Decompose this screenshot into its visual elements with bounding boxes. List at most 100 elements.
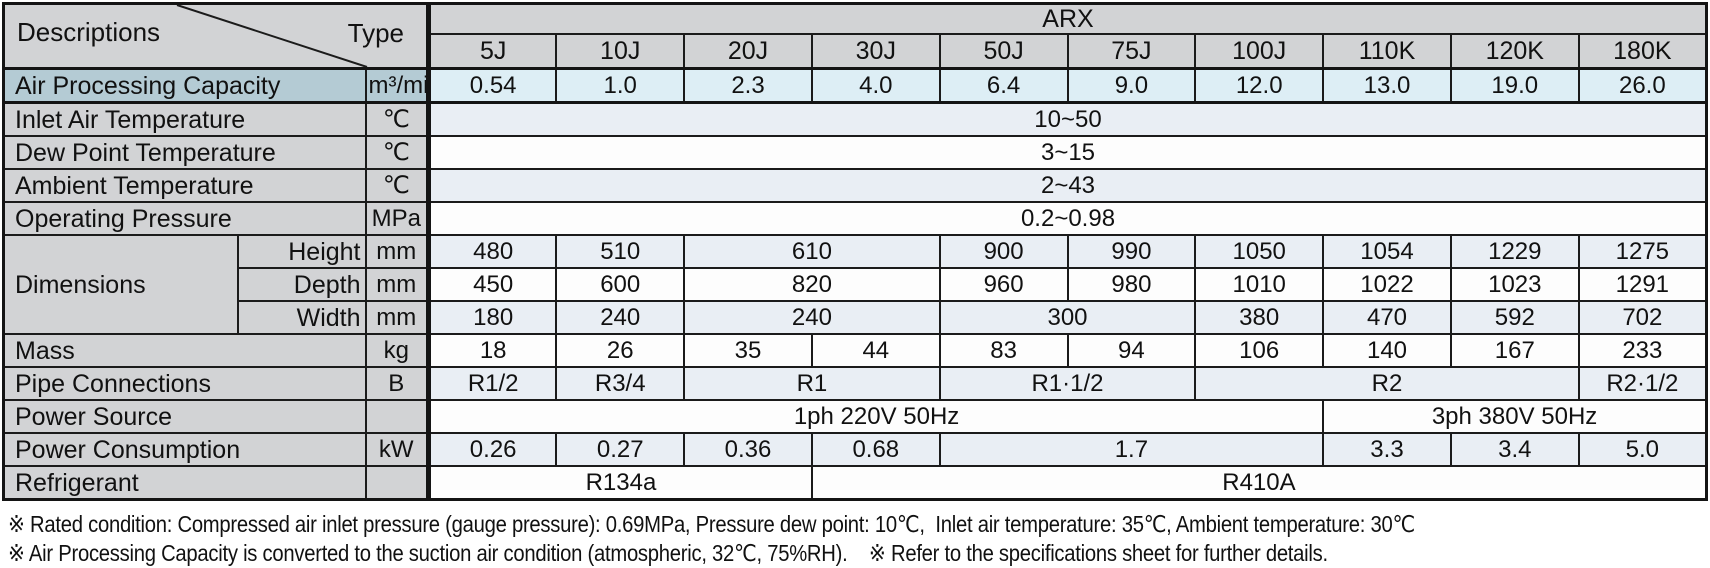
value-cell: 83	[938, 333, 1069, 369]
value-cell: 1010	[1194, 267, 1325, 303]
value-cell: 960	[938, 267, 1069, 303]
value-cell: 1.7	[938, 432, 1325, 468]
row-inlet-air-temperature: Inlet Air Temperature ℃ 10~50	[2, 101, 1708, 138]
row-label: Mass	[2, 333, 367, 369]
value-cell: 18	[427, 333, 558, 369]
footnotes: ※ Rated condition: Compressed air inlet …	[2, 510, 1710, 568]
value-cell: 4.0	[810, 67, 941, 105]
value-cell: R410A	[810, 465, 1708, 501]
row-unit: kg	[364, 333, 432, 369]
value-cell: 470	[1322, 300, 1452, 336]
model-header-10j: 10J	[555, 33, 686, 71]
value-cell: 12.0	[1194, 67, 1325, 105]
value-cell: 3ph 380V 50Hz	[1322, 399, 1708, 435]
value-cell: 26	[555, 333, 686, 369]
value-cell: 610	[683, 234, 941, 270]
row-label: Refrigerant	[2, 465, 367, 501]
value-cell: R2·1/2	[1577, 366, 1708, 402]
model-header-row: 5J 10J 20J 30J 50J 75J 100J 110K 120K 18…	[4, 33, 1708, 71]
row-power-source: Power Source 1ph 220V 50Hz 3ph 380V 50Hz	[2, 399, 1708, 435]
value-cell: 600	[555, 267, 686, 303]
row-label: Dew Point Temperature	[2, 135, 367, 171]
value-cell: 900	[938, 234, 1069, 270]
value-cell: R1·1/2	[938, 366, 1197, 402]
model-header-100j: 100J	[1194, 33, 1325, 71]
value-cell: 3~15	[427, 135, 1708, 171]
dimensions-label: Dimensions	[2, 234, 239, 336]
value-cell: 980	[1066, 267, 1197, 303]
row-unit: ℃	[364, 135, 432, 171]
value-cell: 1275	[1577, 234, 1708, 270]
value-cell: 380	[1194, 300, 1325, 336]
row-mass: Mass kg 18 26 35 44 83 94 106 140 167 23…	[2, 333, 1708, 369]
row-unit: kW	[364, 432, 432, 468]
row-label: Power Consumption	[2, 432, 367, 468]
value-cell: 180	[427, 300, 558, 336]
value-cell: 450	[427, 267, 558, 303]
value-cell: 1054	[1322, 234, 1452, 270]
value-cell: 19.0	[1449, 67, 1580, 105]
row-unit: mm	[364, 267, 432, 303]
value-cell: R1/2	[427, 366, 558, 402]
value-cell: 5.0	[1577, 432, 1708, 468]
group-header-row: Descriptions Type ARX	[2, 2, 1708, 71]
value-cell: 106	[1194, 333, 1325, 369]
row-operating-pressure: Operating Pressure MPa 0.2~0.98	[2, 201, 1708, 237]
value-cell: R134a	[427, 465, 813, 501]
row-dimensions-depth: Depth mm 450 600 820 960 980 1010 1022 1…	[4, 267, 1708, 303]
height-label: Height	[236, 234, 367, 270]
row-unit: ℃	[364, 168, 432, 204]
row-dimensions-height: Dimensions Height mm 480 510 610 900 990…	[2, 234, 1708, 336]
value-cell: R2	[1194, 366, 1580, 402]
model-header-120k: 120K	[1449, 33, 1580, 71]
row-refrigerant: Refrigerant R134a R410A	[2, 465, 1708, 501]
value-cell: 1023	[1449, 267, 1580, 303]
width-label: Width	[236, 300, 367, 336]
value-cell: 0.27	[555, 432, 686, 468]
series-header: ARX	[427, 2, 1708, 36]
arx-spec-table: Descriptions Type ARX 5J 10J 20J 30J 50J…	[2, 2, 1708, 502]
row-unit: mm	[364, 300, 432, 336]
value-cell: 0.36	[683, 432, 813, 468]
value-cell: 26.0	[1577, 67, 1708, 105]
type-label: Type	[347, 18, 405, 48]
value-cell: 94	[1066, 333, 1197, 369]
model-header-30j: 30J	[810, 33, 941, 71]
value-cell: 592	[1449, 300, 1580, 336]
value-cell: 702	[1577, 300, 1708, 336]
value-cell: 0.54	[427, 67, 558, 105]
row-unit: mm	[364, 234, 432, 270]
model-header-5j: 5J	[427, 33, 558, 71]
value-cell: 1291	[1577, 267, 1708, 303]
value-cell: 3.4	[1449, 432, 1580, 468]
value-cell: 0.2~0.98	[427, 201, 1708, 237]
model-header-20j: 20J	[683, 33, 813, 71]
row-unit	[364, 399, 432, 435]
corner-header-cell: Descriptions Type	[2, 2, 432, 71]
value-cell: 9.0	[1066, 67, 1197, 105]
model-header-180k: 180K	[1577, 33, 1708, 71]
value-cell: 6.4	[938, 67, 1069, 105]
value-cell: 1022	[1322, 267, 1452, 303]
value-cell: 1ph 220V 50Hz	[427, 399, 1325, 435]
value-cell: 35	[683, 333, 813, 369]
row-power-consumption: Power Consumption kW 0.26 0.27 0.36 0.68…	[2, 432, 1708, 468]
value-cell: 140	[1322, 333, 1452, 369]
value-cell: 10~50	[427, 101, 1708, 138]
value-cell: 990	[1066, 234, 1197, 270]
value-cell: 510	[555, 234, 686, 270]
value-cell: 2~43	[427, 168, 1708, 204]
row-dimensions-width: Width mm 180 240 240 300 380 470 592 702	[4, 300, 1708, 336]
row-unit: m³/min	[364, 67, 432, 105]
value-cell: 233	[1577, 333, 1708, 369]
value-cell: 0.26	[427, 432, 558, 468]
value-cell: 1050	[1194, 234, 1325, 270]
row-unit	[364, 465, 432, 501]
value-cell: 167	[1449, 333, 1580, 369]
row-dew-point-temperature: Dew Point Temperature ℃ 3~15	[2, 135, 1708, 171]
row-label: Operating Pressure	[2, 201, 367, 237]
value-cell: 1229	[1449, 234, 1580, 270]
value-cell: 240	[683, 300, 941, 336]
value-cell: 240	[555, 300, 686, 336]
